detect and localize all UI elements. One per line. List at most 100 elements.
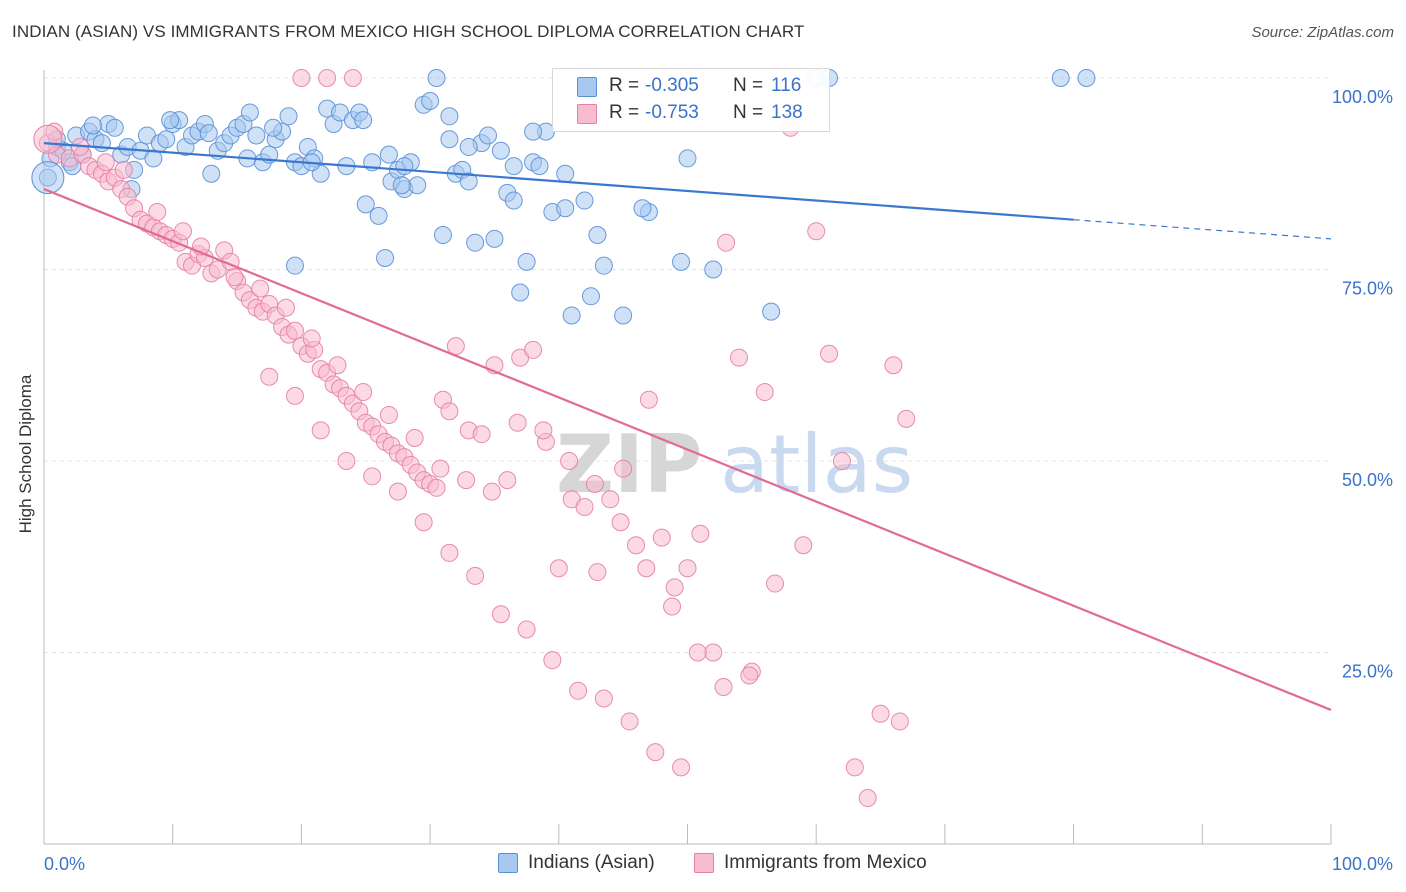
- point-indians-17: [144, 149, 163, 168]
- point-indians-103: [392, 176, 411, 195]
- point-mexico-126: [260, 367, 279, 386]
- point-indians-89: [678, 149, 697, 168]
- point-indians-91: [762, 302, 781, 321]
- point-mexico-63: [472, 425, 491, 444]
- point-mexico-143: [292, 69, 311, 87]
- point-indians-58: [408, 176, 427, 195]
- point-mexico-71: [575, 497, 594, 516]
- trend-layer: [43, 142, 1332, 711]
- point-mexico-65: [498, 471, 517, 490]
- point-indians-106: [524, 122, 543, 141]
- point-mexico-large: [33, 124, 63, 154]
- point-mexico-133: [440, 543, 459, 562]
- point-mexico-58: [427, 478, 446, 497]
- point-mexico-107: [302, 329, 321, 348]
- point-mexico-108: [328, 356, 347, 375]
- point-indians-85: [594, 256, 613, 275]
- point-mexico-140: [620, 712, 639, 731]
- point-indians-70: [485, 229, 504, 248]
- point-mexico-109: [354, 383, 373, 402]
- series-swatch-mexico: [694, 853, 714, 873]
- point-mexico-110: [379, 406, 398, 425]
- point-mexico-81: [704, 643, 723, 662]
- point-mexico-76: [639, 390, 658, 409]
- point-mexico-138: [569, 681, 588, 700]
- point-mexico-80: [691, 524, 710, 543]
- point-mexico-102: [173, 222, 192, 241]
- point-mexico-130: [363, 467, 382, 486]
- point-mexico-92: [858, 789, 877, 808]
- watermark: ZIP atlas: [556, 418, 913, 511]
- point-mexico-117: [560, 452, 579, 470]
- point-mexico-139: [594, 689, 613, 708]
- point-mexico-111: [405, 429, 424, 448]
- point-indians-81: [562, 306, 581, 325]
- point-mexico-75: [627, 536, 646, 555]
- watermark-atlas: atlas: [720, 418, 913, 511]
- point-mexico-131: [388, 482, 407, 501]
- series-label-mexico: Immigrants from Mexico: [724, 852, 927, 873]
- point-mexico-116: [534, 421, 553, 440]
- point-indians-60: [421, 91, 440, 110]
- point-mexico-95: [890, 712, 909, 731]
- point-mexico-114: [482, 482, 501, 501]
- point-indians-38: [279, 107, 298, 126]
- series-legend: Indians (Asian) Immigrants from Mexico: [0, 852, 1406, 876]
- points-layer: [31, 69, 1096, 808]
- point-mexico-100: [114, 160, 133, 179]
- point-indians-73: [504, 191, 523, 210]
- point-indians-50: [356, 195, 375, 214]
- point-mexico-91: [845, 758, 864, 777]
- point-indians-63: [440, 130, 459, 149]
- point-mexico-142: [672, 758, 691, 777]
- point-indians-80: [556, 164, 575, 183]
- point-mexico-69: [549, 559, 568, 578]
- point-indians-large: [31, 161, 65, 195]
- y-tick-label-1: 50.0%: [1342, 470, 1393, 490]
- point-indians-71: [491, 141, 510, 160]
- point-mexico-85: [755, 383, 774, 402]
- point-indians-97: [199, 124, 218, 143]
- point-mexico-122: [688, 643, 707, 662]
- legend-n-value: 116: [771, 75, 802, 96]
- point-mexico-121: [663, 597, 682, 616]
- point-indians-33: [247, 126, 266, 145]
- point-mexico-82: [717, 233, 736, 252]
- point-indians-62: [433, 226, 452, 245]
- point-mexico-104: [225, 268, 244, 287]
- point-indians-61: [427, 69, 446, 87]
- point-mexico-123: [714, 677, 733, 696]
- point-mexico-67: [524, 340, 543, 359]
- y-tick-label-2: 75.0%: [1342, 279, 1393, 299]
- point-indians-75: [517, 252, 536, 271]
- tick-label-layer: 25.0% 50.0% 75.0% 100.0% 0.0% 100.0%: [44, 87, 1393, 874]
- point-indians-113: [285, 256, 304, 275]
- point-indians-77: [530, 157, 549, 176]
- point-mexico-72: [588, 563, 607, 582]
- point-mexico-61: [446, 337, 465, 356]
- point-indians-105: [504, 157, 523, 176]
- point-mexico-99: [96, 153, 115, 172]
- point-indians-90: [704, 260, 723, 279]
- point-mexico-136: [517, 620, 536, 639]
- point-mexico-129: [337, 452, 356, 470]
- point-indians-19: [157, 130, 176, 149]
- trendline-indians-extension: [1073, 219, 1332, 240]
- x-tick-label-0: 0.0%: [44, 854, 85, 874]
- point-mexico-113: [457, 471, 476, 490]
- point-mexico-101: [148, 203, 167, 222]
- point-mexico-105: [251, 279, 270, 298]
- point-mexico-128: [311, 421, 330, 440]
- point-indians-9: [92, 134, 111, 153]
- legend-r-label: R =: [609, 75, 640, 96]
- point-mexico-93: [871, 704, 890, 723]
- axis-layer: [43, 70, 1332, 845]
- point-mexico-87: [794, 536, 813, 555]
- point-mexico-137: [543, 651, 562, 670]
- point-mexico-89: [820, 344, 839, 363]
- point-indians-11: [105, 118, 124, 137]
- point-indians-115: [395, 157, 414, 176]
- point-mexico-60: [440, 402, 459, 421]
- x-tick-label-1: 100.0%: [1332, 854, 1393, 874]
